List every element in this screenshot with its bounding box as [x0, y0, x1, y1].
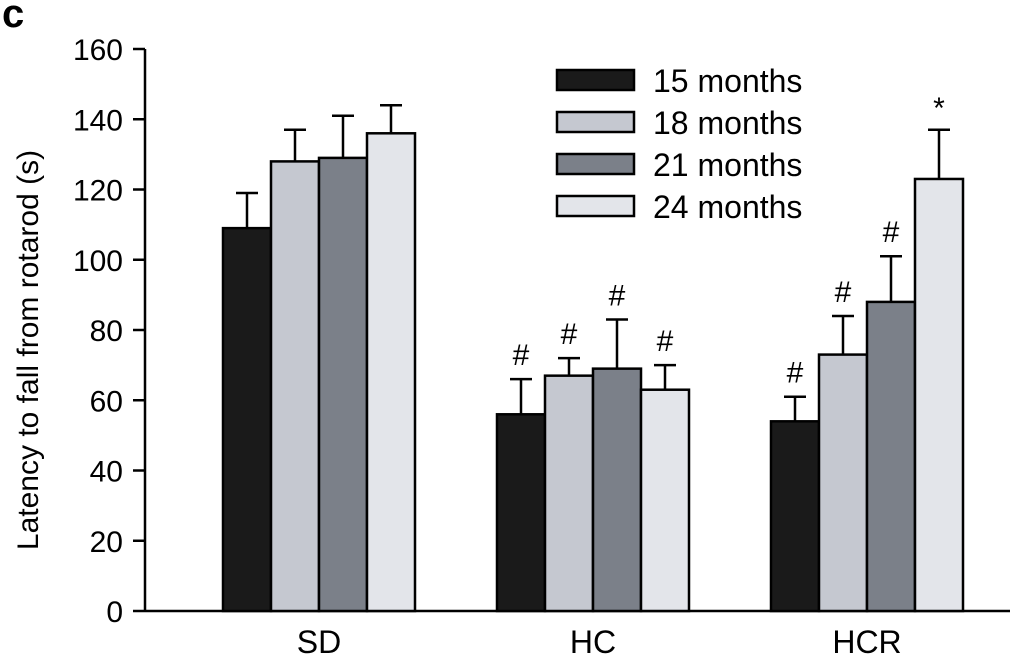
- bar: [365, 132, 417, 613]
- bar: [639, 388, 691, 613]
- x-category-label: HCR: [832, 624, 901, 660]
- legend-label: 15 months: [653, 63, 802, 99]
- significance-label: #: [609, 279, 626, 312]
- panel-label: c: [2, 0, 25, 36]
- legend-label: 24 months: [653, 189, 802, 225]
- bar: [591, 367, 643, 613]
- legend-swatch: [555, 110, 636, 134]
- significance-label: #: [513, 339, 530, 372]
- bar: [817, 353, 869, 613]
- bar: [913, 177, 965, 613]
- bar: [865, 300, 917, 613]
- y-tick-label: 20: [90, 526, 123, 559]
- bar: [769, 420, 821, 613]
- y-tick-label: 160: [73, 34, 123, 67]
- significance-label: #: [561, 318, 578, 351]
- legend-swatch: [555, 152, 636, 176]
- axes: 0 20 40 60 80 100 120 140 160 Latency to fall fro…: [12, 34, 1010, 660]
- legend-label: 21 months: [653, 147, 802, 183]
- significance-label: #: [787, 357, 804, 390]
- y-tick-label: 60: [90, 385, 123, 418]
- legend-swatch: [555, 194, 636, 218]
- significance-label: #: [883, 216, 900, 249]
- legend-swatch: [555, 68, 636, 92]
- y-tick-label: 40: [90, 456, 123, 489]
- y-tick-label: 120: [73, 175, 123, 208]
- significance-label: #: [657, 325, 674, 358]
- bar: [543, 374, 595, 613]
- y-tick-label: 100: [73, 245, 123, 278]
- significance-label: *: [933, 92, 945, 125]
- bar: [221, 226, 273, 613]
- y-axis-title: Latency to fall from rotarod (s): [12, 150, 45, 550]
- legend: 15 months 18 months 21 months 24 months: [555, 63, 802, 225]
- bar: [317, 156, 369, 613]
- x-category-label: SD: [297, 624, 341, 660]
- significance-label: #: [835, 276, 852, 309]
- bar: [269, 160, 321, 613]
- x-category-label: HC: [570, 624, 616, 660]
- y-tick-label: 80: [90, 315, 123, 348]
- bar: [495, 413, 547, 613]
- y-tick-label: 140: [73, 104, 123, 137]
- legend-label: 18 months: [653, 105, 802, 141]
- y-tick-label: 0: [106, 596, 123, 629]
- bars: # # # # # # # *: [221, 92, 965, 613]
